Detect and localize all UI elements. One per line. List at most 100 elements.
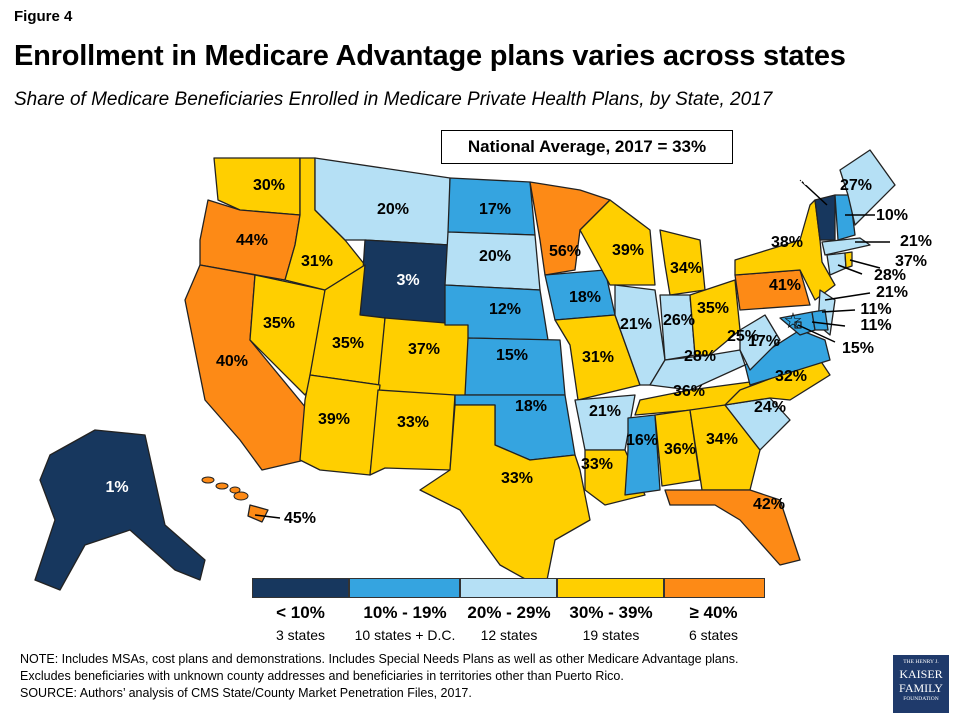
state-mn	[529, 181, 611, 276]
state-value-nv: 35%	[263, 315, 295, 332]
state-value-wy: 3%	[396, 272, 419, 289]
state-value-nm: 33%	[397, 414, 429, 431]
state-nm	[369, 389, 456, 476]
callout-line-md	[811, 321, 846, 327]
source-line: SOURCE: Authors’ analysis of CMS State/C…	[20, 686, 472, 700]
state-value-sc: 24%	[754, 399, 786, 416]
legend-range: 10% - 19%	[363, 603, 447, 622]
callout-line-ct	[837, 264, 863, 275]
state-value-la: 33%	[581, 456, 613, 473]
logo-text: THE HENRY J.	[903, 659, 939, 665]
state-mi	[659, 229, 706, 296]
state-value-vt: 8%	[786, 172, 809, 189]
state-value-ia: 18%	[569, 289, 601, 306]
state-value-nd: 17%	[479, 201, 511, 218]
callout-line-vt	[799, 179, 828, 206]
state-value-ky: 28%	[684, 348, 716, 365]
state-value-ny: 38%	[771, 234, 803, 251]
state-value-ar: 21%	[589, 403, 621, 420]
state-value-de: 11%	[860, 301, 891, 318]
state-value-ut: 35%	[332, 335, 364, 352]
legend-swatch-40-plus	[664, 578, 765, 598]
legend-count: 10 states + D.C.	[354, 627, 456, 643]
state-value-wi: 39%	[612, 242, 644, 259]
note-line: NOTE: Includes MSAs, cost plans and demo…	[20, 652, 739, 666]
callout-line-dc	[797, 324, 836, 343]
legend-count: 12 states	[480, 627, 538, 643]
logo-text: KAISER	[899, 666, 943, 681]
state-value-in: 26%	[663, 312, 695, 329]
state-value-ne: 12%	[489, 301, 521, 318]
legend-swatch-10-19	[349, 578, 460, 598]
legend-count: 19 states	[582, 627, 640, 643]
state-ri	[844, 251, 853, 269]
state-wv	[739, 314, 781, 371]
national-average-box: National Average, 2017 = 33%	[441, 130, 733, 164]
state-fl	[664, 489, 801, 566]
state-ct	[826, 252, 847, 276]
state-value-ok: 18%	[515, 398, 547, 415]
state-mo	[554, 314, 641, 401]
state-az	[299, 374, 381, 476]
page-title: Enrollment in Medicare Advantage plans v…	[14, 40, 846, 72]
kff-logo: THE HENRY J. KAISER FAMILY FOUNDATION	[893, 655, 949, 713]
state-value-oh: 35%	[697, 300, 729, 317]
callout-line-de	[821, 309, 856, 313]
state-ga	[689, 404, 761, 491]
state-value-mt: 20%	[377, 201, 409, 218]
callout-line-ri	[849, 259, 881, 269]
legend-swatch-under-10	[252, 578, 349, 598]
legend-count: 3 states	[275, 627, 326, 643]
legend-swatch-20-29	[460, 578, 557, 598]
dc-star-icon: ☆	[783, 308, 803, 333]
state-ny	[734, 199, 836, 301]
state-value-co: 37%	[408, 341, 440, 358]
state-value-fl: 42%	[753, 496, 785, 513]
state-value-mo: 31%	[582, 349, 614, 366]
state-value-ms: 16%	[626, 432, 658, 449]
state-oh	[689, 279, 741, 356]
state-value-nh: 10%	[876, 207, 908, 224]
state-ms	[624, 414, 661, 496]
state-value-ks: 15%	[496, 347, 528, 364]
state-value-ak: 1%	[105, 479, 128, 496]
state-value-pa: 41%	[769, 277, 801, 294]
state-value-il: 21%	[620, 316, 652, 333]
state-value-md: 11%	[860, 317, 891, 334]
state-value-nc: 32%	[775, 368, 807, 385]
legend-count: 6 states	[688, 627, 739, 643]
state-hi	[247, 504, 269, 523]
state-value-or: 44%	[236, 232, 268, 249]
state-value-mn: 56%	[549, 243, 581, 260]
legend-range: < 10%	[276, 603, 325, 622]
state-value-me: 27%	[840, 177, 872, 194]
state-value-wv: 25%	[727, 328, 759, 345]
state-value-ct: 28%	[874, 267, 906, 284]
state-value-ma: 21%	[900, 233, 932, 250]
legend-swatch-30-39	[557, 578, 664, 598]
logo-text: FAMILY	[899, 680, 943, 695]
state-value-ri: 37%	[895, 253, 927, 270]
state-wi	[579, 199, 656, 286]
state-me	[839, 149, 896, 226]
state-value-wa: 30%	[253, 177, 285, 194]
state-tx	[419, 404, 591, 591]
figure-label: Figure 4	[14, 8, 73, 25]
hawaii-island	[229, 486, 241, 494]
legend	[252, 578, 765, 598]
state-value-ca: 40%	[216, 353, 248, 370]
state-value-nj: 21%	[876, 284, 908, 301]
legend-range: 30% - 39%	[569, 603, 653, 622]
state-value-sd: 20%	[479, 248, 511, 265]
state-value-mi: 34%	[670, 260, 702, 277]
logo-text: FOUNDATION	[903, 695, 939, 702]
callout-line-hi	[254, 514, 281, 519]
hawaii-island	[201, 476, 215, 484]
legend-range: 20% - 29%	[467, 603, 551, 622]
state-value-az: 39%	[318, 411, 350, 428]
state-value-ga: 34%	[706, 431, 738, 448]
callout-line-nj	[824, 292, 871, 301]
note-line: Excludes beneficiaries with unknown coun…	[20, 669, 624, 683]
